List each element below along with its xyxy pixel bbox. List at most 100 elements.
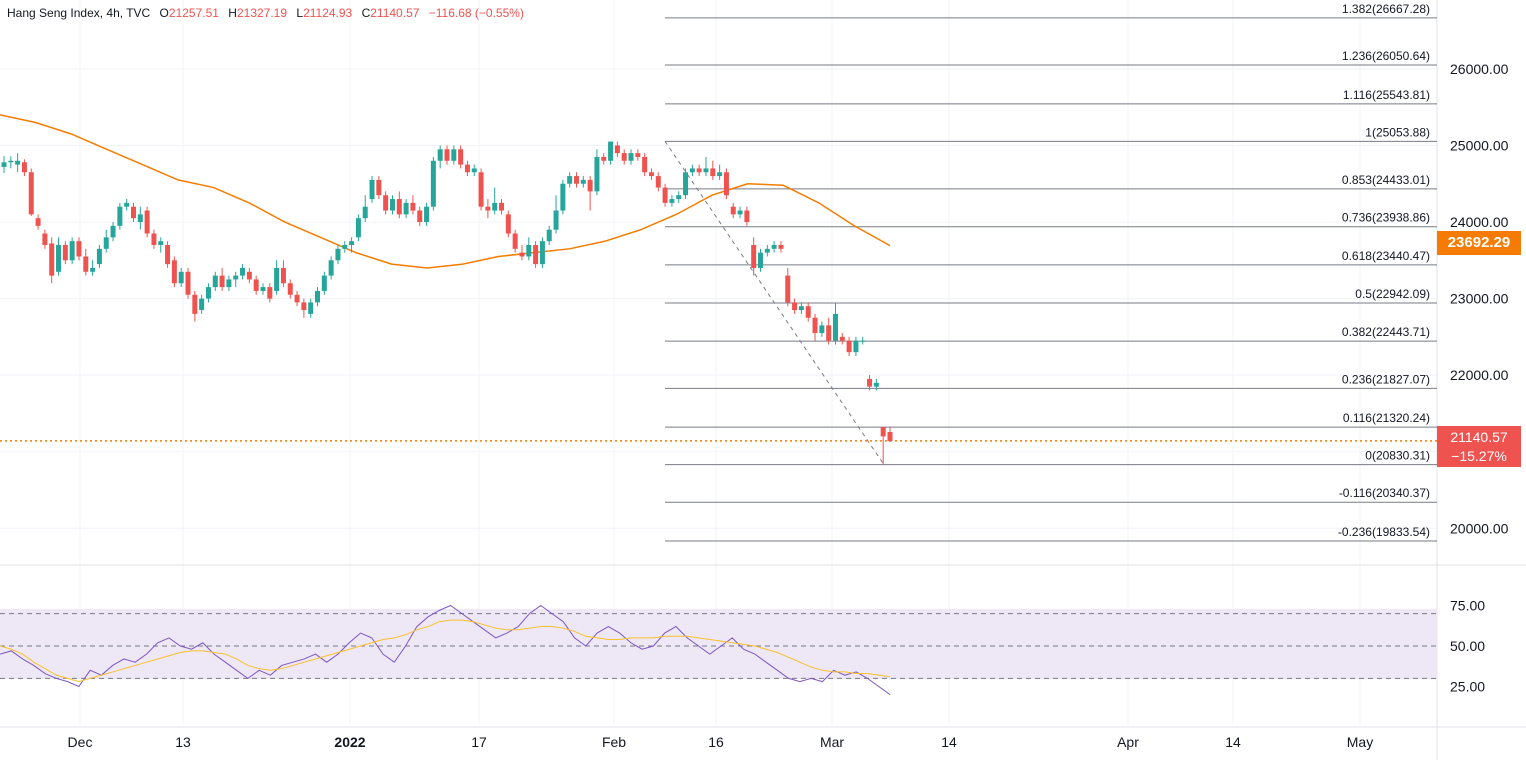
candle-body [199, 298, 205, 311]
candle-body [614, 145, 620, 154]
candle-body [832, 313, 838, 341]
candle-body [226, 279, 232, 288]
time-tick-label: Feb [602, 734, 626, 750]
fibonacci-retracement[interactable]: 1.382(26667.28) 1.236(26050.64) 1.116(2554… [0, 2, 1437, 542]
candle-body [539, 241, 545, 265]
candle-body [751, 244, 757, 268]
candle-body [819, 325, 825, 334]
candle-body [260, 287, 266, 291]
last-price-tag: 21140.57 −15.27% [1437, 426, 1521, 467]
candle-body [553, 210, 559, 230]
candle-body [362, 206, 368, 219]
price-tick-label: 25000.00 [1450, 137, 1509, 153]
candle-body [546, 229, 552, 242]
candle-body [185, 271, 191, 295]
time-tick-label: 2022 [334, 734, 365, 750]
candle-body [130, 206, 136, 219]
time-tick-label: 14 [941, 734, 957, 750]
candle-body [335, 248, 341, 261]
candle-body [219, 275, 225, 288]
fib-level-label: 0.736(23938.86) [1342, 211, 1430, 225]
candle-body [69, 241, 75, 261]
close-label: C [361, 6, 371, 20]
candle-body [778, 244, 784, 249]
candle-body [165, 244, 171, 265]
candle-body [860, 340, 866, 342]
rsi-line [0, 604, 891, 696]
fib-level-label: 1.382(26667.28) [1342, 2, 1430, 16]
rsi-tick-label: 25.00 [1450, 679, 1485, 695]
candle-body [519, 252, 525, 257]
candle-body [96, 248, 102, 265]
candle-body [737, 210, 743, 215]
candle-body [792, 302, 798, 311]
candle-body [62, 244, 68, 261]
fib-trend-line [664, 141, 885, 465]
candle-body [274, 267, 280, 291]
candle-body [158, 241, 164, 245]
candle-body [662, 187, 668, 203]
candle-body [723, 172, 729, 196]
fib-level-label: 0.236(21827.07) [1342, 372, 1430, 386]
candle-body [137, 214, 143, 223]
candle-body [49, 243, 55, 276]
candle-body [376, 179, 382, 196]
candle-body [580, 179, 586, 184]
candle-body [90, 267, 96, 272]
candle-body [573, 176, 579, 184]
time-tick-label: Apr [1117, 734, 1139, 750]
candle-body [287, 283, 293, 295]
candle-body [192, 294, 198, 314]
fib-level-label: 0.618(23440.47) [1342, 249, 1430, 263]
candle-body [308, 302, 314, 314]
candle-body [689, 168, 695, 173]
time-tick-label: May [1347, 734, 1373, 750]
candle-body [683, 172, 689, 196]
candle-body [355, 218, 361, 238]
candle-body [349, 241, 355, 245]
high-value: 21327.19 [236, 6, 288, 20]
fib-level-label: 1.116(25543.81) [1343, 88, 1430, 102]
fib-level-label: 0.853(24433.01) [1342, 173, 1430, 187]
candle-body [567, 176, 573, 184]
candle-body [144, 210, 150, 234]
fib-level-label: 0.382(22443.71) [1342, 325, 1430, 339]
moving-average-price-tag: 23692.29 [1437, 231, 1521, 255]
rsi-signal-line [0, 619, 891, 683]
candle-body [42, 233, 48, 245]
change-value: −116.68 (−0.55%) [428, 6, 524, 20]
rsi-band-background [0, 609, 1437, 679]
candle-body [424, 206, 430, 223]
time-axis[interactable]: Dec 13 2022 17 Feb 16 Mar 14 Apr 14 May [68, 734, 1374, 750]
candle-body [826, 325, 832, 341]
candle-body [758, 252, 764, 268]
candle-body [880, 427, 886, 437]
candlestick-series[interactable] [1, 141, 893, 465]
candle-body [110, 225, 116, 238]
candle-body [240, 267, 246, 276]
candle-body [301, 302, 307, 311]
candle-body [280, 267, 286, 284]
candle-body [103, 237, 109, 249]
price-tick-label: 22000.00 [1450, 367, 1509, 383]
candle-body [669, 199, 675, 203]
candle-body [35, 218, 41, 226]
candle-body [526, 244, 532, 257]
symbol-title[interactable]: Hang Seng Index, 4h, TVC [7, 6, 151, 20]
candle-body [369, 179, 375, 200]
candle-body [867, 378, 873, 387]
candle-body [396, 199, 402, 215]
candle-body [451, 149, 457, 161]
candle-body [21, 162, 27, 173]
candle-body [703, 168, 709, 173]
candle-body [205, 287, 211, 299]
time-tick-label: 13 [175, 734, 191, 750]
rsi-axis[interactable]: 25.00 50.00 75.00 [1450, 598, 1485, 695]
last-price-value: 21140.57 [1450, 429, 1508, 445]
candle-body [151, 233, 157, 245]
candle-body [253, 279, 259, 291]
candle-body [853, 340, 859, 353]
close-value: 21140.57 [370, 6, 420, 20]
